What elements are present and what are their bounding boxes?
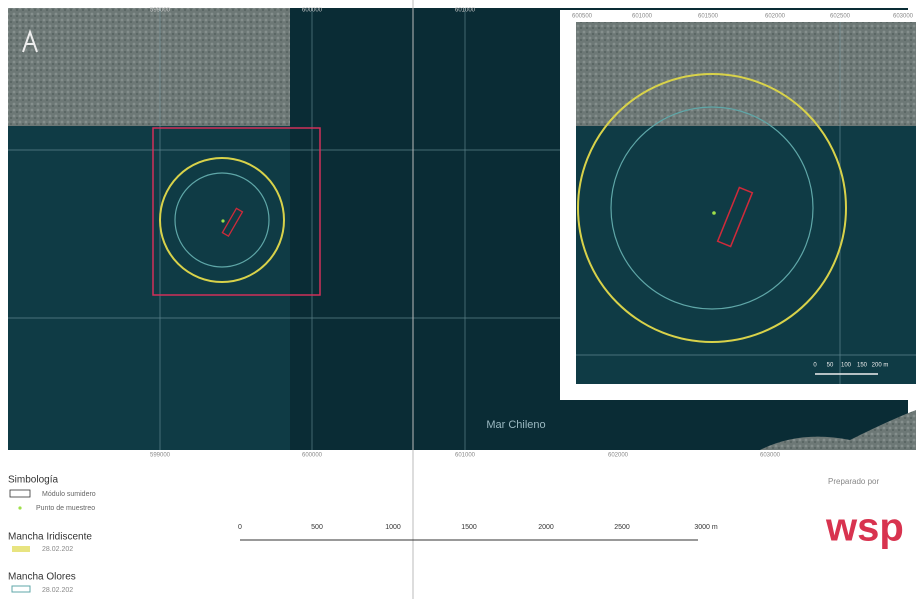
legend-item: Módulo sumidero: [42, 491, 96, 498]
scale-label: 150: [857, 363, 868, 369]
legend-date: 28.02.202: [42, 546, 73, 553]
scale-label: 100: [841, 363, 852, 369]
module: [716, 186, 754, 248]
scale-label: 0: [238, 524, 242, 531]
coast: [760, 410, 916, 450]
coord: 601500: [698, 14, 719, 20]
land: [8, 8, 290, 126]
scale-label: 1500: [461, 524, 477, 531]
legend-date: 28.02.202: [42, 587, 73, 594]
sea-label: Mar Chileno: [486, 419, 545, 431]
coord: 602500: [830, 14, 851, 20]
legend-group: Mancha Olores: [8, 572, 76, 583]
coord: 602000: [765, 14, 786, 20]
sample-point: [221, 219, 225, 223]
north-arrow: [22, 28, 38, 53]
scale-label: 50: [827, 363, 834, 369]
coord: 600000: [302, 453, 323, 459]
inset-extent: [152, 127, 321, 296]
coord: 601000: [455, 8, 476, 14]
module: [221, 207, 244, 238]
odor-area: [577, 73, 847, 343]
sample-point: [712, 211, 716, 215]
legend-item: Punto de muestreo: [36, 505, 95, 512]
coord: 599000: [150, 453, 171, 459]
coord: 600000: [302, 8, 323, 14]
coord: 603000: [893, 14, 914, 20]
scale-label: 3000 m: [694, 524, 718, 531]
iridescent-area: [610, 106, 814, 310]
scale-label: 200 m: [872, 363, 889, 369]
coord: 599000: [150, 8, 171, 14]
prepared-by: Preparado por: [828, 477, 879, 486]
scale-label: 2500: [614, 524, 630, 531]
legend: Simbología Módulo sumidero Punto de mues…: [8, 475, 96, 594]
odor-area: [159, 157, 285, 283]
logo: wsp: [825, 506, 904, 550]
coord: 601000: [632, 14, 653, 20]
scale-label: 1000: [385, 524, 401, 531]
coord: 600500: [572, 14, 593, 20]
legend-title: Simbología: [8, 475, 58, 486]
legend-group: Mancha Iridiscente: [8, 532, 92, 543]
scale-bar: 0 500 1000 1500 2000 2500 3000 m: [238, 524, 718, 541]
inset-map: 600500 601000 601500 602000 602500 60300…: [560, 10, 916, 400]
coord: 603000: [760, 453, 781, 459]
scale-label: 500: [311, 524, 323, 531]
coord: 601000: [455, 453, 476, 459]
scale-label: 0: [813, 363, 817, 369]
coord: 602000: [608, 453, 629, 459]
scale-label: 2000: [538, 524, 554, 531]
iridescent-area: [174, 172, 270, 268]
